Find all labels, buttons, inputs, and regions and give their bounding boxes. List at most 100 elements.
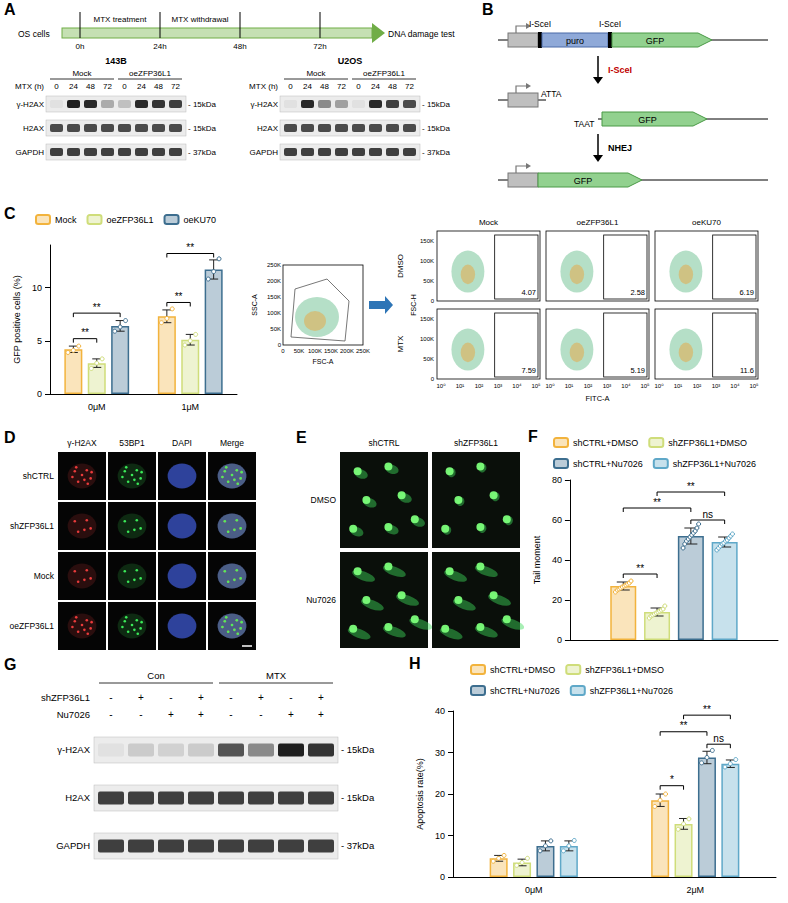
svg-text:I-SceI: I-SceI (599, 19, 621, 29)
svg-text:Mock: Mock (55, 215, 77, 225)
svg-text:B: B (482, 1, 494, 18)
svg-text:10⁵: 10⁵ (531, 383, 541, 389)
svg-text:GFP positive cells (%): GFP positive cells (%) (12, 275, 22, 363)
svg-text:shCTRL+DMSO: shCTRL+DMSO (490, 665, 555, 675)
svg-text:250K: 250K (356, 348, 370, 354)
svg-text:DNA damage test: DNA damage test (388, 29, 455, 39)
svg-text:+: + (318, 709, 324, 720)
svg-text:0: 0 (356, 82, 361, 91)
svg-text:- 37kDa: - 37kDa (188, 148, 217, 157)
svg-text:10: 10 (32, 283, 42, 293)
svg-text:**: ** (81, 327, 89, 338)
svg-text:0: 0 (122, 82, 127, 91)
svg-text:10⁰: 10⁰ (654, 383, 664, 389)
svg-text:E: E (296, 429, 307, 446)
svg-text:Mock: Mock (306, 69, 326, 78)
svg-text:I-SceI: I-SceI (608, 65, 632, 75)
svg-text:**: ** (186, 242, 194, 253)
svg-text:72h: 72h (313, 42, 326, 51)
svg-text:10²: 10² (584, 383, 593, 389)
svg-text:GAPDH: GAPDH (250, 148, 279, 157)
svg-text:shCTRL: shCTRL (23, 471, 54, 481)
svg-text:10²: 10² (475, 383, 484, 389)
svg-text:- 37kDa: - 37kDa (341, 840, 375, 851)
svg-text:20: 20 (435, 789, 445, 799)
svg-text:10⁴: 10⁴ (621, 383, 631, 389)
svg-text:+: + (288, 709, 294, 720)
svg-text:- 15kDa: - 15kDa (422, 124, 451, 133)
svg-text:ns: ns (713, 733, 724, 744)
svg-text:oeZFP36L1: oeZFP36L1 (129, 69, 171, 78)
svg-text:50K: 50K (294, 348, 305, 354)
svg-text:MTX withdrawal: MTX withdrawal (172, 15, 229, 24)
svg-text:10³: 10³ (712, 383, 721, 389)
svg-text:48: 48 (86, 82, 95, 91)
svg-text:- 15kDa: - 15kDa (188, 100, 217, 109)
svg-text:+: + (198, 709, 204, 720)
svg-text:10⁰: 10⁰ (436, 383, 446, 389)
svg-text:FSC-A: FSC-A (313, 358, 334, 365)
svg-text:DMSO: DMSO (311, 495, 337, 505)
svg-text:+: + (198, 692, 204, 703)
svg-text:Nu7026: Nu7026 (57, 709, 90, 720)
svg-text:GFP: GFP (574, 176, 593, 186)
svg-text:Con: Con (147, 670, 164, 681)
svg-text:shZFP36L1+DMSO: shZFP36L1+DMSO (585, 665, 664, 675)
svg-text:10³: 10³ (603, 383, 612, 389)
svg-text:- 15kDa: - 15kDa (341, 744, 375, 755)
svg-text:10¹: 10¹ (674, 383, 683, 389)
svg-text:10: 10 (435, 831, 445, 841)
svg-text:GAPDH: GAPDH (16, 148, 45, 157)
svg-text:-: - (109, 692, 112, 703)
svg-text:D: D (4, 429, 16, 446)
svg-text:200K: 200K (267, 278, 281, 284)
svg-text:53BP1: 53BP1 (119, 438, 145, 448)
svg-text:10¹: 10¹ (456, 383, 465, 389)
svg-text:100K: 100K (308, 348, 322, 354)
svg-text:-: - (139, 709, 142, 720)
svg-text:A: A (4, 1, 16, 18)
svg-text:0: 0 (431, 376, 435, 382)
svg-text:150K: 150K (267, 294, 281, 300)
svg-text:**: ** (636, 563, 644, 574)
svg-text:Merge: Merge (220, 438, 244, 448)
svg-text:72: 72 (337, 82, 346, 91)
svg-text:0μM: 0μM (525, 885, 543, 895)
svg-text:NHEJ: NHEJ (608, 143, 632, 153)
svg-text:10⁰: 10⁰ (545, 383, 555, 389)
svg-text:-: - (229, 692, 232, 703)
svg-text:oeZFP36L1: oeZFP36L1 (363, 69, 405, 78)
svg-text:-: - (169, 692, 172, 703)
svg-text:Mock: Mock (72, 69, 92, 78)
svg-text:50K: 50K (423, 356, 434, 362)
svg-text:250K: 250K (267, 262, 281, 268)
svg-text:24: 24 (137, 82, 146, 91)
svg-text:10⁵: 10⁵ (640, 383, 650, 389)
svg-text:Nu7026: Nu7026 (306, 595, 336, 605)
svg-text:FITC-A: FITC-A (585, 394, 609, 403)
svg-text:- 15kDa: - 15kDa (422, 100, 451, 109)
svg-text:48: 48 (388, 82, 397, 91)
svg-text:SSC-A: SSC-A (251, 294, 258, 316)
svg-text:50K: 50K (423, 278, 434, 284)
svg-text:48h: 48h (233, 42, 246, 51)
svg-text:U2OS: U2OS (338, 56, 363, 66)
svg-text:**: ** (653, 497, 661, 508)
svg-text:shZFP36L1: shZFP36L1 (454, 438, 498, 448)
svg-text:100K: 100K (267, 310, 281, 316)
svg-text:10⁵: 10⁵ (749, 383, 759, 389)
svg-text:oeZFP36L1: oeZFP36L1 (107, 215, 154, 225)
svg-text:Tail moment: Tail moment (532, 535, 542, 584)
svg-text:60: 60 (552, 515, 562, 525)
svg-text:FSC-H: FSC-H (410, 294, 417, 315)
svg-text:24: 24 (69, 82, 78, 91)
svg-text:5.19: 5.19 (630, 366, 645, 375)
svg-text:shZFP36L1: shZFP36L1 (10, 521, 54, 531)
svg-text:0: 0 (281, 348, 285, 354)
svg-text:GFP: GFP (638, 115, 657, 125)
svg-text:**: ** (680, 720, 688, 731)
svg-text:11.6: 11.6 (740, 366, 754, 375)
svg-text:γ-H2AX: γ-H2AX (57, 744, 90, 755)
svg-text:ATTA: ATTA (541, 89, 562, 99)
svg-text:10²: 10² (693, 383, 702, 389)
